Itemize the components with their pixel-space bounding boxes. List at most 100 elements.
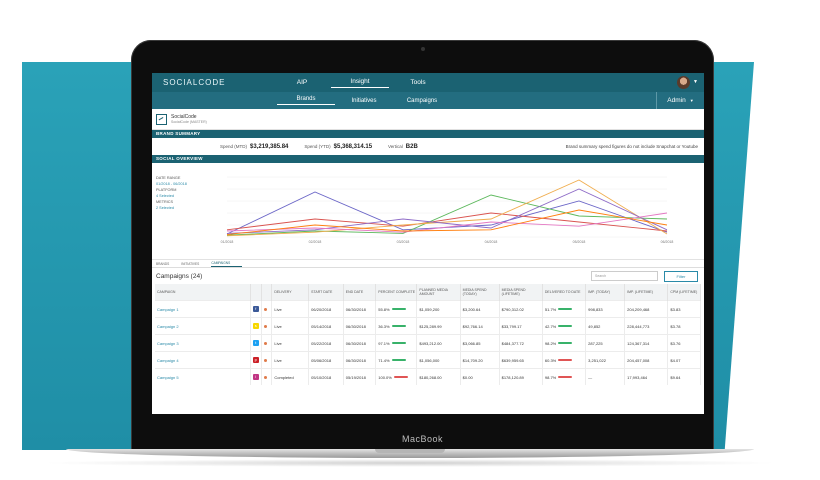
start-date-cell: 05/22/2018 — [308, 334, 344, 352]
search-input[interactable]: Search — [591, 271, 658, 281]
column-header[interactable]: MEDIA SPEND (TODAY) — [460, 284, 500, 301]
platform-cell: s — [250, 317, 262, 335]
campaign-link[interactable]: Campaign 4 — [155, 351, 251, 369]
vertical-value: B2B — [405, 143, 418, 150]
spend-lifetime-cell: $484,377.72 — [499, 334, 543, 352]
status-cell — [261, 300, 273, 318]
percent-complete-cell: 55.8% — [375, 300, 418, 318]
percent-complete-value: 97.1% — [378, 340, 390, 346]
campaign-link[interactable]: Campaign 5 — [155, 368, 251, 385]
column-header[interactable] — [261, 284, 273, 301]
table-row[interactable]: Campaign 2 s Live 05/14/2018 06/30/2018 36.3%… — [155, 317, 701, 335]
platform-icon: f — [252, 306, 259, 312]
imp-today-cell: 49,852 — [585, 317, 626, 335]
series-line-1 — [226, 212, 668, 232]
x-tick-label: 06/2018 — [661, 240, 674, 244]
platform-icon: t — [252, 340, 259, 346]
delivered-cell: 60.3% — [542, 351, 587, 369]
social-overview: DATE RANGE 01/2018 - 06/2018 PLATFORM 4 … — [152, 163, 704, 260]
tab-campaigns[interactable]: Campaigns — [406, 97, 438, 104]
tab-initiatives[interactable]: Initiatives — [351, 97, 377, 104]
table-row[interactable]: Campaign 4 p Live 05/06/2018 06/30/2018 71.4%… — [155, 351, 701, 369]
column-header[interactable]: PERCENT COMPLETE — [375, 284, 418, 301]
percent-complete-cell: 71.4% — [375, 351, 418, 369]
chevron-down-icon: ▼ — [689, 98, 694, 103]
campaigns-table: CAMPAIGN DELIVERY START DATE END DATE PERCEN… — [155, 284, 701, 385]
column-header[interactable]: IMP. (TODAY) — [585, 284, 626, 301]
imp-lifetime-cell: 17,993,464 — [624, 368, 669, 385]
column-header[interactable]: DELIVERED TO DATE — [542, 284, 587, 301]
spend-today-cell: $3,200.64 — [460, 300, 500, 318]
admin-menu[interactable]: Admin ▼ — [656, 92, 704, 109]
column-header[interactable]: START DATE — [308, 284, 344, 301]
x-tick-label: 03/2018 — [397, 240, 410, 244]
platform-cell: i — [250, 368, 262, 385]
brand-summary: Spend (MTD) $3,219,385.84 Spend (YTD) $5… — [152, 138, 704, 155]
x-tick-label: 02/2018 — [309, 240, 322, 244]
column-header[interactable]: DELIVERY — [271, 284, 310, 301]
tab-overview-brands[interactable]: BRANDS — [156, 262, 170, 266]
percent-complete-cell: 36.3% — [375, 317, 418, 335]
nav-tools[interactable]: Tools — [410, 79, 426, 86]
cpm-cell: $3.83 — [667, 300, 701, 318]
percent-complete-cell: 97.1% — [375, 334, 418, 352]
spend-ytd-value: $5,368,314.15 — [333, 143, 373, 150]
column-header[interactable] — [250, 284, 262, 301]
percent-complete-value: 100.0% — [378, 374, 392, 380]
metrics-label: METRICS — [156, 200, 174, 204]
series-line-6 — [226, 209, 668, 236]
campaign-link[interactable]: Campaign 1 — [155, 300, 251, 318]
platform-select[interactable]: 4 Selected — [156, 194, 174, 198]
spend-mtd-label: Spend (MTD) — [220, 144, 248, 149]
tab-brands[interactable]: Brands — [277, 96, 335, 105]
campaign-link[interactable]: Campaign 3 — [155, 334, 251, 352]
campaign-link[interactable]: Campaign 2 — [155, 317, 251, 335]
spend-today-cell: $14,709.20 — [460, 351, 500, 369]
start-date-cell: 05/14/2018 — [308, 317, 344, 335]
progress-bar — [558, 376, 573, 379]
avatar[interactable] — [677, 76, 690, 89]
delivered-value: 51.7% — [544, 306, 557, 312]
status-dot-icon — [263, 341, 267, 345]
delivered-cell: 98.2% — [542, 334, 587, 352]
planned-cell: $1,056,000 — [416, 351, 461, 369]
end-date-cell: 06/30/2018 — [343, 334, 377, 352]
imp-today-cell: 3,251,022 — [585, 351, 626, 369]
chevron-down-icon[interactable]: ▼ — [693, 79, 698, 85]
platform-cell: p — [250, 351, 262, 369]
planned-cell: $180,268.00 — [416, 368, 461, 385]
imp-today-cell: 287,225 — [585, 334, 626, 352]
table-row[interactable]: Campaign 1 f Live 06/20/2018 06/30/2018 55.8%… — [155, 300, 701, 318]
status-dot-icon — [263, 358, 267, 362]
spend-lifetime-cell: $33,799.17 — [499, 317, 543, 335]
filter-button[interactable]: Filter — [664, 271, 698, 282]
status-cell — [261, 317, 273, 335]
primary-nav: SOCIALCODE AIP Insight Tools ▼ — [152, 73, 704, 92]
column-header[interactable]: END DATE — [343, 284, 377, 301]
metrics-select[interactable]: 2 Selected — [156, 206, 174, 210]
column-header[interactable]: MEDIA SPEND (LIFETIME) — [499, 284, 543, 301]
column-header[interactable]: CAMPAIGN — [155, 284, 251, 301]
table-row[interactable]: Campaign 5 i Completed 05/10/2018 05/19/2018… — [155, 368, 701, 385]
delivery-cell: Live — [271, 351, 310, 369]
spend-lifetime-cell: $178,120.89 — [499, 368, 543, 385]
column-header[interactable]: IMP. (LIFETIME) — [624, 284, 669, 301]
delivered-cell: 98.7% — [542, 368, 587, 385]
column-header[interactable]: PLANNED MEDIA AMOUNT — [416, 284, 461, 301]
start-date-cell: 06/20/2018 — [308, 300, 344, 318]
date-range-select[interactable]: 01/2018 - 06/2018 — [156, 182, 187, 186]
table-row[interactable]: Campaign 3 t Live 05/22/2018 06/30/2018 97.1%… — [155, 334, 701, 352]
end-date-cell: 06/30/2018 — [343, 317, 377, 335]
brand-logo-icon — [156, 113, 167, 125]
laptop-shadow — [40, 459, 780, 467]
status-dot-icon — [263, 324, 267, 328]
tab-overview-campaigns[interactable]: CAMPAIGNS — [211, 261, 243, 267]
nav-aip[interactable]: AIP — [296, 79, 308, 86]
column-header[interactable]: CPM (LIFETIME) — [667, 284, 701, 301]
platform-icon: i — [252, 374, 259, 380]
nav-insight[interactable]: Insight — [331, 78, 389, 88]
status-dot-icon — [263, 307, 267, 311]
tab-overview-initiatives[interactable]: INITIATIVES — [181, 262, 200, 266]
progress-bar — [558, 325, 573, 328]
vertical-label: Vertical — [388, 144, 403, 149]
